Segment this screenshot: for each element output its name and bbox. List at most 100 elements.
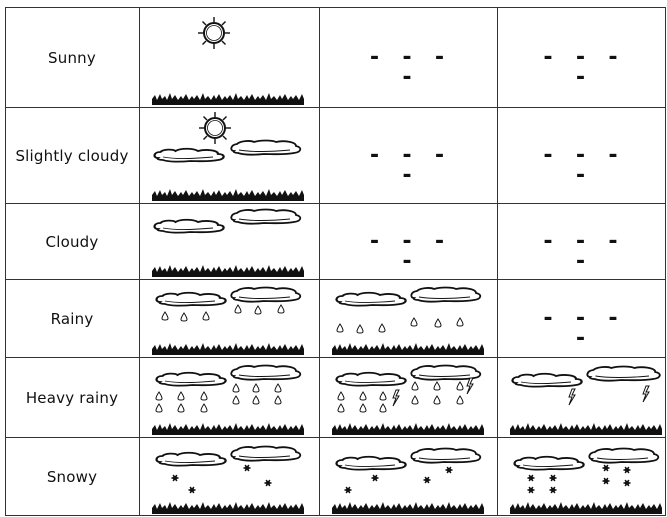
- cloud-icon: [155, 371, 227, 387]
- rain-drop-icon: [155, 403, 163, 413]
- rain-drop-icon: [161, 311, 169, 321]
- rain-drop-icon: [337, 403, 345, 413]
- grass-icon: [510, 502, 662, 514]
- grass-icon: [152, 502, 304, 514]
- weather-icon-sunny: [152, 16, 304, 105]
- cloud-icon: [335, 371, 407, 387]
- sun-icon: [198, 111, 232, 145]
- snowflake-icon: [422, 476, 432, 484]
- grass-icon: [152, 93, 304, 105]
- rain-drop-icon: [277, 304, 285, 314]
- rain-drop-icon: [336, 323, 344, 333]
- grass-icon: [152, 189, 304, 201]
- lightning-icon: [392, 389, 400, 407]
- cloud-icon: [513, 455, 585, 471]
- rain-drop-icon: [232, 383, 240, 393]
- row-label-3: Rainy: [50, 309, 94, 328]
- weather-icon-rainy-more: [332, 286, 484, 355]
- cloud-icon: [155, 451, 227, 467]
- snowflake-icon: [526, 474, 536, 482]
- rain-drop-icon: [456, 381, 464, 391]
- snowflake-icon: [187, 486, 197, 494]
- empty-cell-marker: - - - -: [367, 142, 450, 188]
- row-label-0: Sunny: [48, 48, 96, 67]
- rain-drop-icon: [434, 318, 442, 328]
- rain-drop-icon: [155, 391, 163, 401]
- cloud-icon: [335, 455, 407, 471]
- rain-drop-icon: [177, 403, 185, 413]
- cloud-icon: [153, 218, 225, 234]
- snowflake-icon: [548, 474, 558, 482]
- rain-drop-icon: [234, 304, 242, 314]
- weather-icon-storm-lightning: [510, 365, 662, 435]
- lightning-icon: [642, 385, 650, 403]
- weather-icon-cloudy: [152, 208, 304, 277]
- cloud-icon: [410, 286, 482, 303]
- lightning-icon: [466, 377, 474, 395]
- row-label-4: Heavy rainy: [25, 388, 119, 407]
- rain-drop-icon: [254, 305, 262, 315]
- snowflake-icon: [444, 466, 454, 474]
- weather-icon-slightly-cloudy: [152, 111, 304, 201]
- rain-drop-icon: [177, 391, 185, 401]
- rain-drop-icon: [356, 324, 364, 334]
- rain-drop-icon: [378, 323, 386, 333]
- snowflake-icon: [170, 474, 180, 482]
- weather-icon-heavy-rainy: [152, 364, 304, 435]
- rain-drop-icon: [232, 395, 240, 405]
- cloud-icon: [588, 447, 660, 464]
- cloud-icon: [410, 447, 482, 464]
- empty-cell-marker: - - - -: [541, 142, 623, 188]
- snowflake-icon: [548, 486, 558, 494]
- weather-icon-snowy: [152, 445, 304, 514]
- rain-drop-icon: [359, 403, 367, 413]
- cloud-icon: [586, 365, 661, 382]
- grass-icon: [332, 502, 484, 514]
- rain-drop-icon: [274, 395, 282, 405]
- rain-drop-icon: [200, 403, 208, 413]
- grass-icon: [332, 343, 484, 355]
- rain-drop-icon: [433, 395, 441, 405]
- rain-drop-icon: [202, 311, 210, 321]
- snowflake-icon: [622, 466, 632, 474]
- empty-cell-marker: - - - -: [367, 228, 450, 274]
- rain-drop-icon: [359, 391, 367, 401]
- cloud-icon: [230, 139, 302, 156]
- weather-icon-heavy-rainy-lightning: [332, 364, 484, 435]
- rain-drop-icon: [433, 381, 441, 391]
- snowflake-icon: [601, 464, 611, 472]
- rain-drop-icon: [410, 317, 418, 327]
- empty-cell-marker: - - - -: [541, 44, 623, 90]
- cloud-icon: [153, 147, 225, 163]
- rain-drop-icon: [252, 395, 260, 405]
- rain-drop-icon: [337, 391, 345, 401]
- lightning-icon: [568, 388, 576, 406]
- grass-icon: [152, 265, 304, 277]
- sun-icon: [197, 16, 231, 50]
- cloud-icon: [230, 286, 302, 303]
- row-label-2: Cloudy: [45, 232, 99, 251]
- weather-icon-snowy-more: [332, 447, 484, 514]
- rain-drop-icon: [252, 383, 260, 393]
- rain-drop-icon: [379, 391, 387, 401]
- snowflake-icon: [601, 477, 611, 485]
- grass-icon: [152, 423, 304, 435]
- rain-drop-icon: [456, 395, 464, 405]
- rain-drop-icon: [411, 381, 419, 391]
- cloud-icon: [335, 291, 407, 307]
- rain-drop-icon: [180, 312, 188, 322]
- cloud-icon: [230, 445, 302, 462]
- cloud-icon: [230, 208, 302, 225]
- snowflake-icon: [343, 486, 353, 494]
- row-label-5: Snowy: [46, 468, 98, 486]
- snowflake-icon: [242, 464, 252, 472]
- rain-drop-icon: [456, 317, 464, 327]
- rain-drop-icon: [200, 391, 208, 401]
- snowflake-icon: [526, 486, 536, 494]
- rain-drop-icon: [411, 395, 419, 405]
- grass-icon: [152, 343, 304, 355]
- empty-cell-marker: - - - -: [541, 305, 623, 351]
- cloud-icon: [155, 291, 227, 307]
- snowflake-icon: [370, 474, 380, 482]
